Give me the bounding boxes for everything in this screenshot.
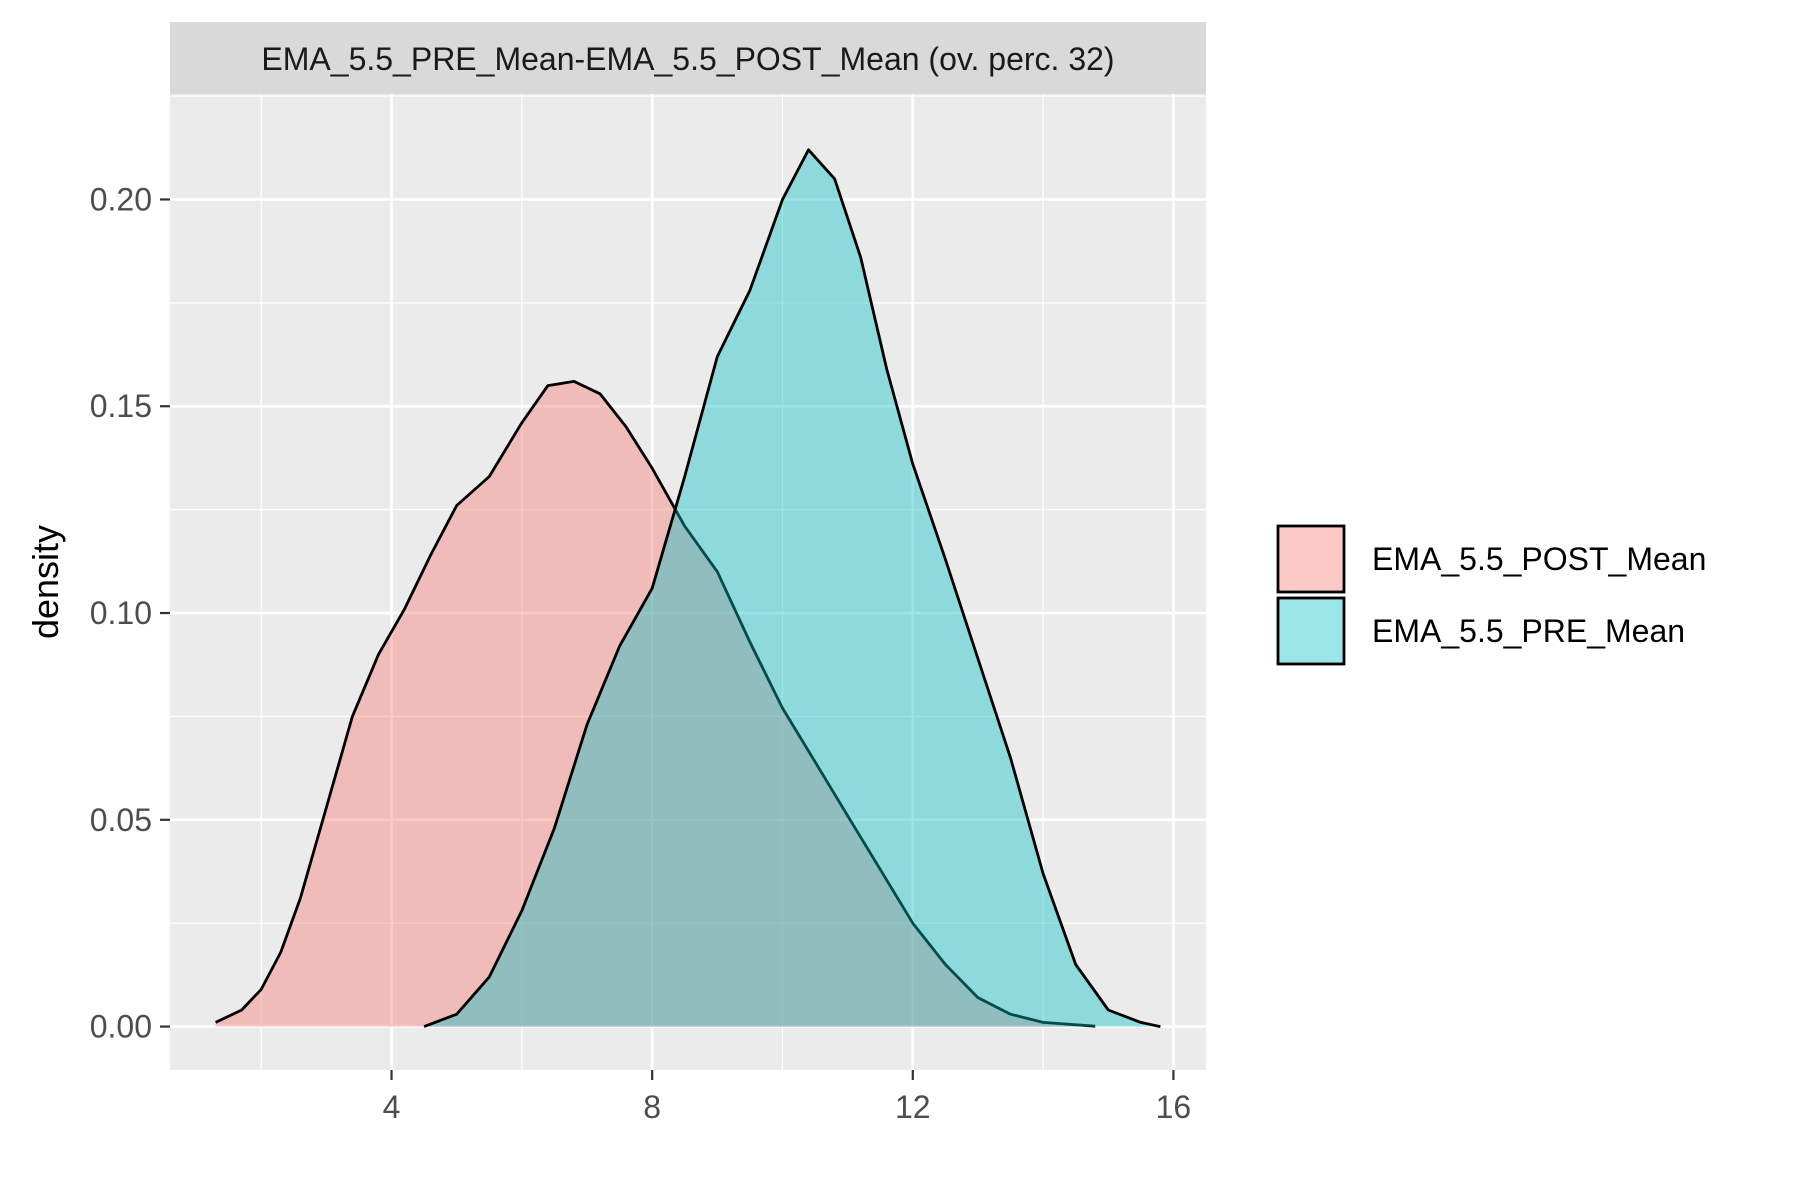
density-areas xyxy=(214,148,1161,1028)
legend-key-ema-5-5-pre-mean xyxy=(1276,596,1346,666)
facet-strip-title: EMA_5.5_PRE_Mean-EMA_5.5_POST_Mean (ov. … xyxy=(261,41,1114,77)
y-tick-label: 0.10 xyxy=(90,595,152,631)
legend-label-ema-5-5-pre-mean: EMA_5.5_PRE_Mean xyxy=(1372,613,1685,649)
x-tick-label: 12 xyxy=(895,1089,931,1125)
x-tick-label: 16 xyxy=(1156,1089,1192,1125)
legend-label-ema-5-5-post-mean: EMA_5.5_POST_Mean xyxy=(1372,541,1706,577)
y-tick-label: 0.05 xyxy=(90,802,152,838)
legend-key-background xyxy=(1278,598,1344,664)
x-tick-label: 8 xyxy=(643,1089,661,1125)
density-area-ema-5-5-post-mean xyxy=(215,381,1096,1027)
legend-key-background xyxy=(1278,526,1344,592)
axes: 4 8 12 16 0.00 0.05 0.10 0.15 0.20 xyxy=(90,181,1191,1125)
x-tick-label: 4 xyxy=(383,1089,401,1125)
legend-key-ema-5-5-post-mean xyxy=(1276,524,1346,594)
y-tick-label: 0.00 xyxy=(90,1009,152,1045)
grid-lines xyxy=(170,94,1206,1070)
plot-panel xyxy=(170,94,1206,1070)
legend: EMA_5.5_POST_Mean EMA_5.5_PRE_Mean xyxy=(1276,524,1706,666)
density-area-ema-5-5-pre-mean xyxy=(424,149,1161,1027)
density-line-ema-5-5-post-mean xyxy=(214,380,1096,1028)
y-tick-label: 0.20 xyxy=(90,181,152,217)
y-tick-label: 0.15 xyxy=(90,388,152,424)
density-line-ema-5-5-pre-mean xyxy=(423,148,1161,1028)
facet-strip-background xyxy=(170,22,1206,94)
facet-strip: EMA_5.5_PRE_Mean-EMA_5.5_POST_Mean (ov. … xyxy=(170,22,1206,94)
y-axis-title: density xyxy=(25,525,66,639)
